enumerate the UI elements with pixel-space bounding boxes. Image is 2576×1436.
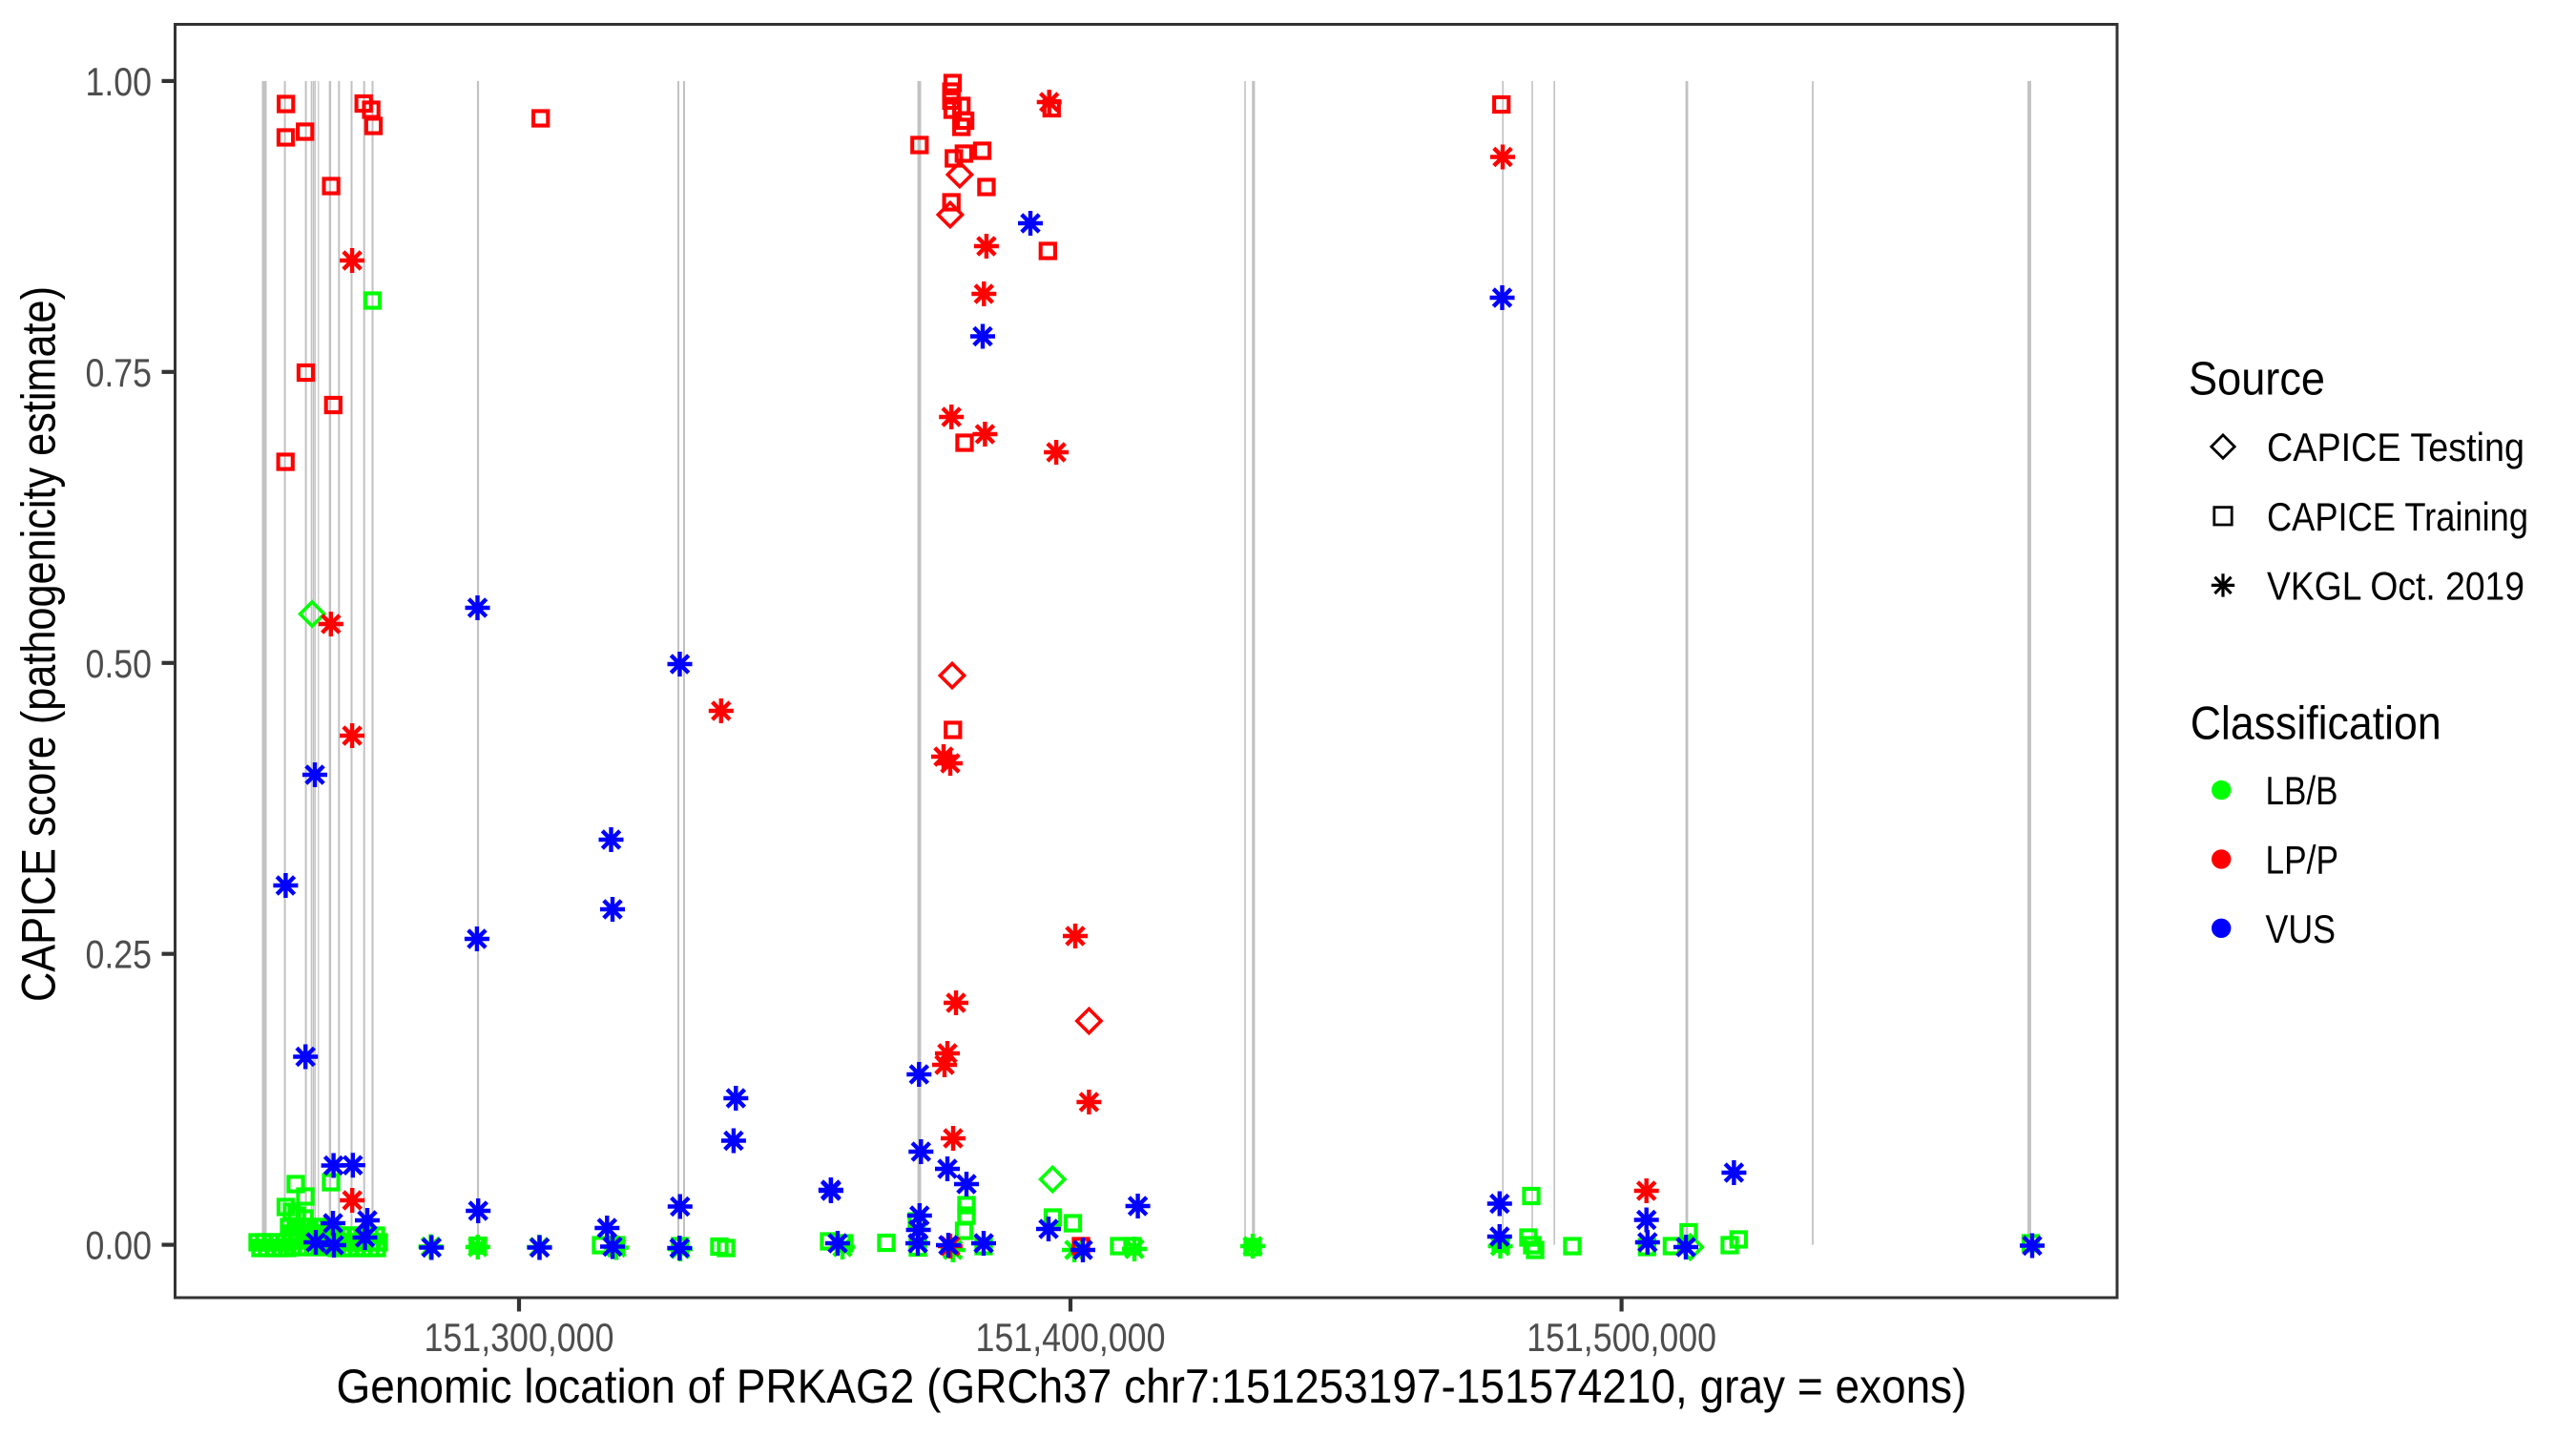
svg-text:1.00: 1.00 <box>86 59 153 104</box>
svg-text:0.00: 0.00 <box>86 1223 153 1268</box>
svg-text:0.25: 0.25 <box>86 932 153 977</box>
svg-text:Source: Source <box>2189 354 2325 406</box>
svg-text:0.75: 0.75 <box>86 350 153 395</box>
svg-text:151,500,000: 151,500,000 <box>1527 1315 1716 1360</box>
svg-text:CAPICE Testing: CAPICE Testing <box>2267 425 2524 469</box>
svg-text:151,300,000: 151,300,000 <box>425 1315 614 1360</box>
svg-text:CAPICE score (pathogenicity es: CAPICE score (pathogenicity estimate) <box>12 286 66 1002</box>
svg-text:VUS: VUS <box>2266 906 2337 951</box>
svg-text:CAPICE Training: CAPICE Training <box>2267 494 2528 539</box>
svg-text:LB/B: LB/B <box>2266 768 2338 813</box>
svg-text:Genomic location of PRKAG2 (GR: Genomic location of PRKAG2 (GRCh37 chr7:… <box>337 1360 1967 1413</box>
svg-text:151,400,000: 151,400,000 <box>976 1315 1166 1360</box>
svg-text:LP/P: LP/P <box>2266 837 2339 882</box>
svg-text:0.50: 0.50 <box>86 641 153 686</box>
svg-text:VKGL Oct. 2019: VKGL Oct. 2019 <box>2267 564 2524 609</box>
svg-text:Classification: Classification <box>2191 697 2441 749</box>
